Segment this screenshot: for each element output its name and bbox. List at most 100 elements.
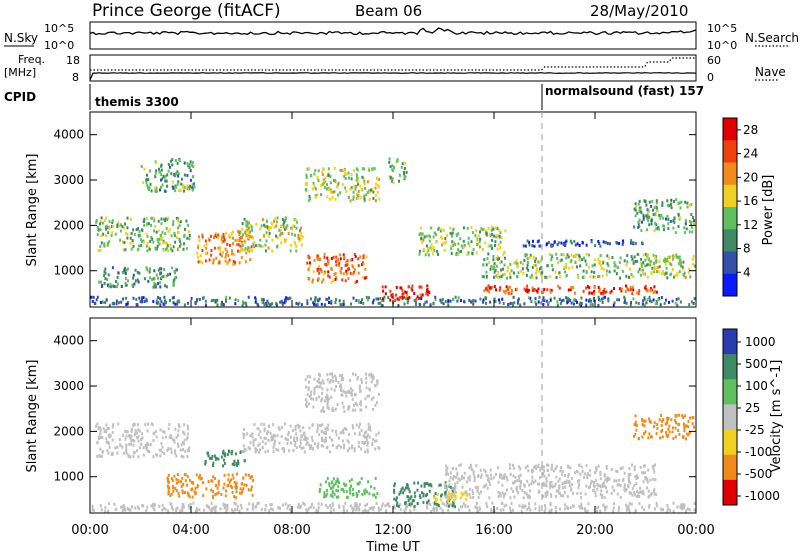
scatter-cell-band-10 — [418, 252, 421, 256]
scatter-cell-band-5 — [372, 376, 375, 380]
scatter-cell-band-12 — [520, 269, 523, 273]
scatter-cell-band-7 — [339, 168, 342, 172]
scatter-cell-band-4 — [220, 238, 223, 242]
scatter-cell-band-4 — [228, 234, 231, 238]
scatter-cell-band-14 — [685, 227, 688, 231]
scatter-cell-band-5 — [276, 245, 279, 249]
scatter-cell-band-14 — [690, 225, 693, 229]
scatter-cell-band-4 — [345, 427, 348, 431]
scatter-cell-band-2 — [104, 277, 107, 281]
scatter-cell-band-5 — [279, 233, 282, 237]
scatter-cell-band-13 — [532, 239, 534, 243]
scatter-cell-band-0 — [171, 296, 174, 300]
scatter-cell-band-2 — [193, 490, 196, 494]
scatter-cell-band-11 — [597, 285, 600, 289]
scatter-cell-band-1 — [168, 228, 171, 232]
scatter-cell-band-9 — [530, 482, 533, 486]
scatter-cell-band-14 — [686, 205, 689, 209]
scatter-cell-band-0 — [509, 509, 512, 513]
scatter-cell-band-10 — [655, 432, 658, 436]
scatter-cell-band-6 — [355, 279, 358, 283]
scatter-cell-band-3 — [237, 461, 240, 465]
scatter-cell-band-9 — [486, 486, 489, 490]
scatter-cell-band-5 — [304, 377, 307, 381]
scatter-cell-band-12 — [602, 267, 605, 271]
scatter-cell-band-9 — [541, 467, 544, 471]
scatter-cell-band-12 — [497, 270, 500, 274]
scatter-cell-band-11 — [631, 292, 634, 296]
scatter-cell-band-9 — [455, 467, 458, 471]
scatter-cell-band-1 — [111, 231, 114, 235]
scatter-cell-band-7 — [343, 175, 346, 179]
scatter-cell-band-9 — [558, 487, 561, 491]
scatter-cell-band-12 — [579, 264, 582, 268]
scatter-cell-band-10 — [683, 429, 686, 433]
scatter-cell-band-15 — [675, 253, 678, 257]
scatter-cell-band-4 — [375, 433, 378, 437]
scatter-cell-band-9 — [637, 494, 639, 498]
scatter-cell-band-12 — [507, 265, 509, 269]
scatter-cell-band-3 — [176, 182, 179, 186]
scatter-cell-band-3 — [173, 174, 176, 178]
scatter-cell-band-0 — [597, 303, 600, 307]
scatter-cell-band-12 — [565, 266, 568, 270]
scatter-cell-band-1 — [184, 227, 186, 231]
scatter-cell-band-0 — [381, 303, 384, 307]
scatter-cell-band-1 — [147, 222, 150, 226]
scatter-cell-band-12 — [593, 258, 596, 262]
scatter-cell-band-11 — [625, 284, 627, 288]
scatter-cell-band-4 — [329, 450, 331, 454]
scatter-cell-band-7 — [349, 187, 352, 191]
scatter-cell-band-1 — [110, 453, 113, 456]
scatter-cell-band-4 — [264, 436, 267, 440]
scatter-cell-band-2 — [138, 271, 141, 275]
scatter-cell-band-0 — [642, 299, 645, 303]
scatter-cell-band-3 — [160, 163, 163, 167]
scatter-cell-band-5 — [261, 218, 264, 222]
scatter-cell-band-4 — [318, 433, 321, 437]
scatter-cell-band-12 — [641, 268, 644, 272]
scatter-cell-band-7 — [323, 186, 326, 189]
scatter-cell-band-0 — [140, 296, 143, 300]
scatter-cell-band-14 — [656, 209, 659, 213]
velocity-ylabel: Slant Range [km] — [25, 360, 40, 473]
scatter-cell-band-4 — [366, 450, 369, 454]
scatter-cell-band-7 — [372, 190, 375, 194]
scatter-cell-band-7 — [361, 175, 364, 179]
scatter-cell-band-9 — [594, 491, 597, 495]
scatter-cell-band-5 — [270, 221, 273, 225]
scatter-cell-band-12 — [496, 257, 499, 261]
scatter-cell-band-9 — [629, 491, 631, 495]
scatter-cell-band-0 — [458, 508, 460, 512]
scatter-cell-band-11 — [543, 288, 546, 291]
scatter-cell-band-9 — [525, 492, 528, 496]
scatter-cell-band-0 — [335, 298, 338, 302]
scatter-cell-band-5 — [276, 216, 279, 220]
scatter-cell-band-9 — [565, 481, 568, 485]
scatter-cell-band-5 — [281, 232, 284, 235]
scatter-cell-band-5 — [344, 391, 347, 395]
scatter-cell-band-0 — [363, 508, 366, 512]
scatter-cell-band-9 — [389, 289, 392, 293]
scatter-cell-band-5 — [333, 388, 336, 392]
scatter-cell-band-14 — [678, 216, 681, 220]
scatter-cell-band-9 — [426, 293, 429, 297]
scatter-cell-band-9 — [586, 476, 589, 480]
scatter-cell-band-1 — [172, 438, 174, 442]
scatter-cell-band-1 — [101, 436, 104, 440]
scatter-cell-band-7 — [314, 195, 317, 199]
scatter-cell-band-10 — [446, 233, 449, 237]
scatter-cell-band-12 — [619, 256, 622, 260]
scatter-cell-band-9 — [416, 295, 419, 299]
scatter-cell-band-0 — [93, 302, 96, 305]
scatter-cell-band-0 — [490, 509, 493, 513]
scatter-cell-band-12 — [635, 260, 638, 263]
scatter-cell-band-4 — [197, 244, 200, 247]
scatter-cell-band-15 — [655, 266, 658, 270]
scatter-cell-band-6 — [338, 481, 341, 485]
scatter-cell-band-12 — [562, 253, 565, 257]
scatter-cell-band-10 — [667, 417, 670, 421]
scatter-cell-band-7 — [444, 481, 447, 485]
scatter-cell-band-3 — [146, 186, 149, 190]
scatter-cell-band-1 — [159, 234, 162, 238]
